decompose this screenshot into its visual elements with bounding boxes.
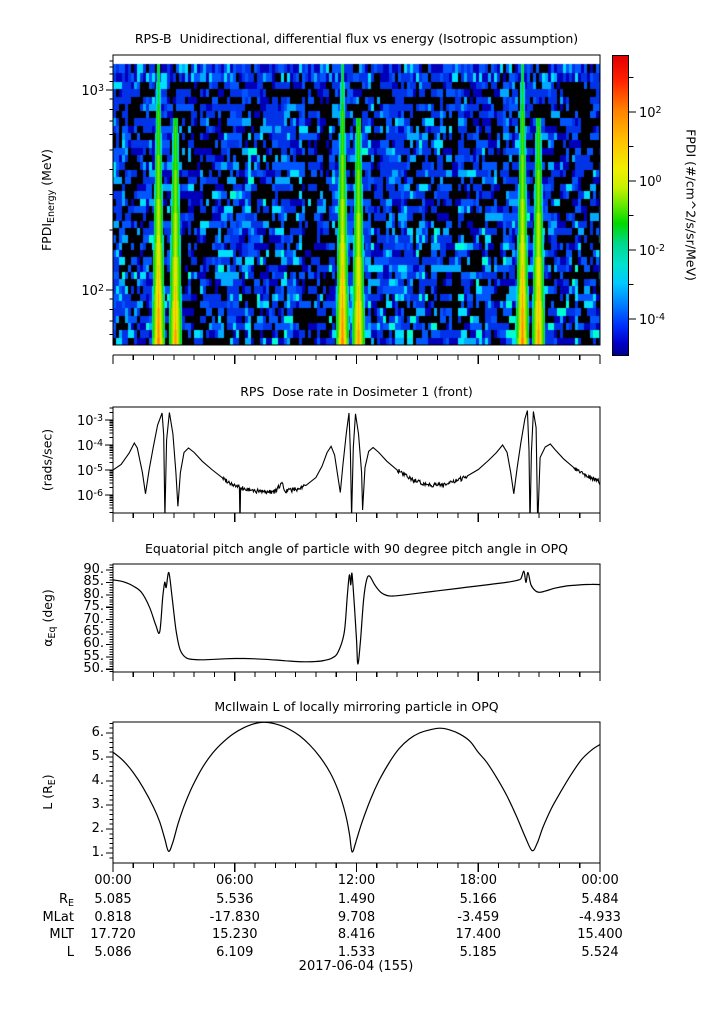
tick-label: 10-3 <box>76 413 103 429</box>
tick-label: 06:00 <box>216 873 254 888</box>
mcilwain-l-title: McIlwain L of locally mirroring particle… <box>214 699 499 714</box>
tick-label: 00:00 <box>581 873 619 888</box>
tick-label: 102 <box>639 105 662 121</box>
tick-label: 8.416 <box>337 927 376 942</box>
tick-label: 5.524 <box>581 944 619 960</box>
tick-label: 15.230 <box>212 927 258 942</box>
tick-label: 5.536 <box>216 892 254 907</box>
tick-label: 5.484 <box>581 892 619 907</box>
spectrogram-image <box>113 55 600 345</box>
tick-label: 17.720 <box>90 927 136 942</box>
tick-label: 1.533 <box>337 944 376 960</box>
tick-label: 10-4 <box>639 312 666 328</box>
tick-label: 70. <box>83 611 104 627</box>
tick-label: 1.490 <box>337 892 376 907</box>
tick-label: 15.400 <box>577 927 623 942</box>
tick-label: 5.166 <box>459 892 497 907</box>
tick-label: -17.830 <box>209 909 260 925</box>
tick-label: 65. <box>83 624 104 639</box>
tick-label: 103 <box>81 83 104 99</box>
colorbar-gradient <box>612 55 629 356</box>
tick-label: 12:00 <box>337 873 376 888</box>
tick-label: 00:00 <box>94 873 132 888</box>
tick-label: 10-6 <box>76 488 103 504</box>
tick-label: 10-2 <box>639 243 666 259</box>
tick-label: 9.708 <box>337 909 376 925</box>
tick-label: 5.086 <box>94 944 132 960</box>
date-label: 2017-06-04 (155) <box>298 959 414 974</box>
tick-label: 102 <box>81 283 104 299</box>
tick-label: 5.185 <box>459 944 497 960</box>
tick-label: 4. <box>91 772 104 788</box>
tick-label: 0.818 <box>94 909 132 925</box>
tick-label: 6.109 <box>216 944 254 960</box>
tick-label: -4.933 <box>579 909 621 925</box>
tick-label: 6. <box>91 724 104 740</box>
tick-label: 10-4 <box>76 438 103 454</box>
tick-label: MLT <box>49 927 74 942</box>
tick-label: 10-5 <box>76 463 103 479</box>
tick-label: 17.400 <box>455 927 502 942</box>
dose-rate-title: RPS Dose rate in Dosimeter 1 (front) <box>240 384 473 399</box>
tick-label: 3. <box>91 796 104 812</box>
tick-label: 5. <box>91 748 104 764</box>
pitch-angle-title: Equatorial pitch angle of particle with … <box>144 541 569 556</box>
tick-label: 50. <box>83 661 104 677</box>
tick-label: 18:00 <box>459 873 497 888</box>
tick-label: RE <box>58 892 74 909</box>
tick-label: 2. <box>91 820 104 836</box>
tick-label: 100 <box>639 174 662 190</box>
tick-label: -3.459 <box>457 909 500 925</box>
tick-label: 5.085 <box>94 892 132 907</box>
tick-label: 85. <box>83 574 104 590</box>
tick-label: 90. <box>83 562 104 577</box>
tick-label: 55. <box>83 648 104 664</box>
tick-label: MLat <box>42 909 74 925</box>
tick-label: 80. <box>83 586 104 602</box>
tick-label: 60. <box>83 636 104 652</box>
tick-label: L <box>66 944 74 960</box>
tick-label: 75. <box>83 599 104 615</box>
spectrogram-title: RPS-B Unidirectional, differential flux … <box>134 31 579 46</box>
tick-label: 1. <box>91 844 104 860</box>
